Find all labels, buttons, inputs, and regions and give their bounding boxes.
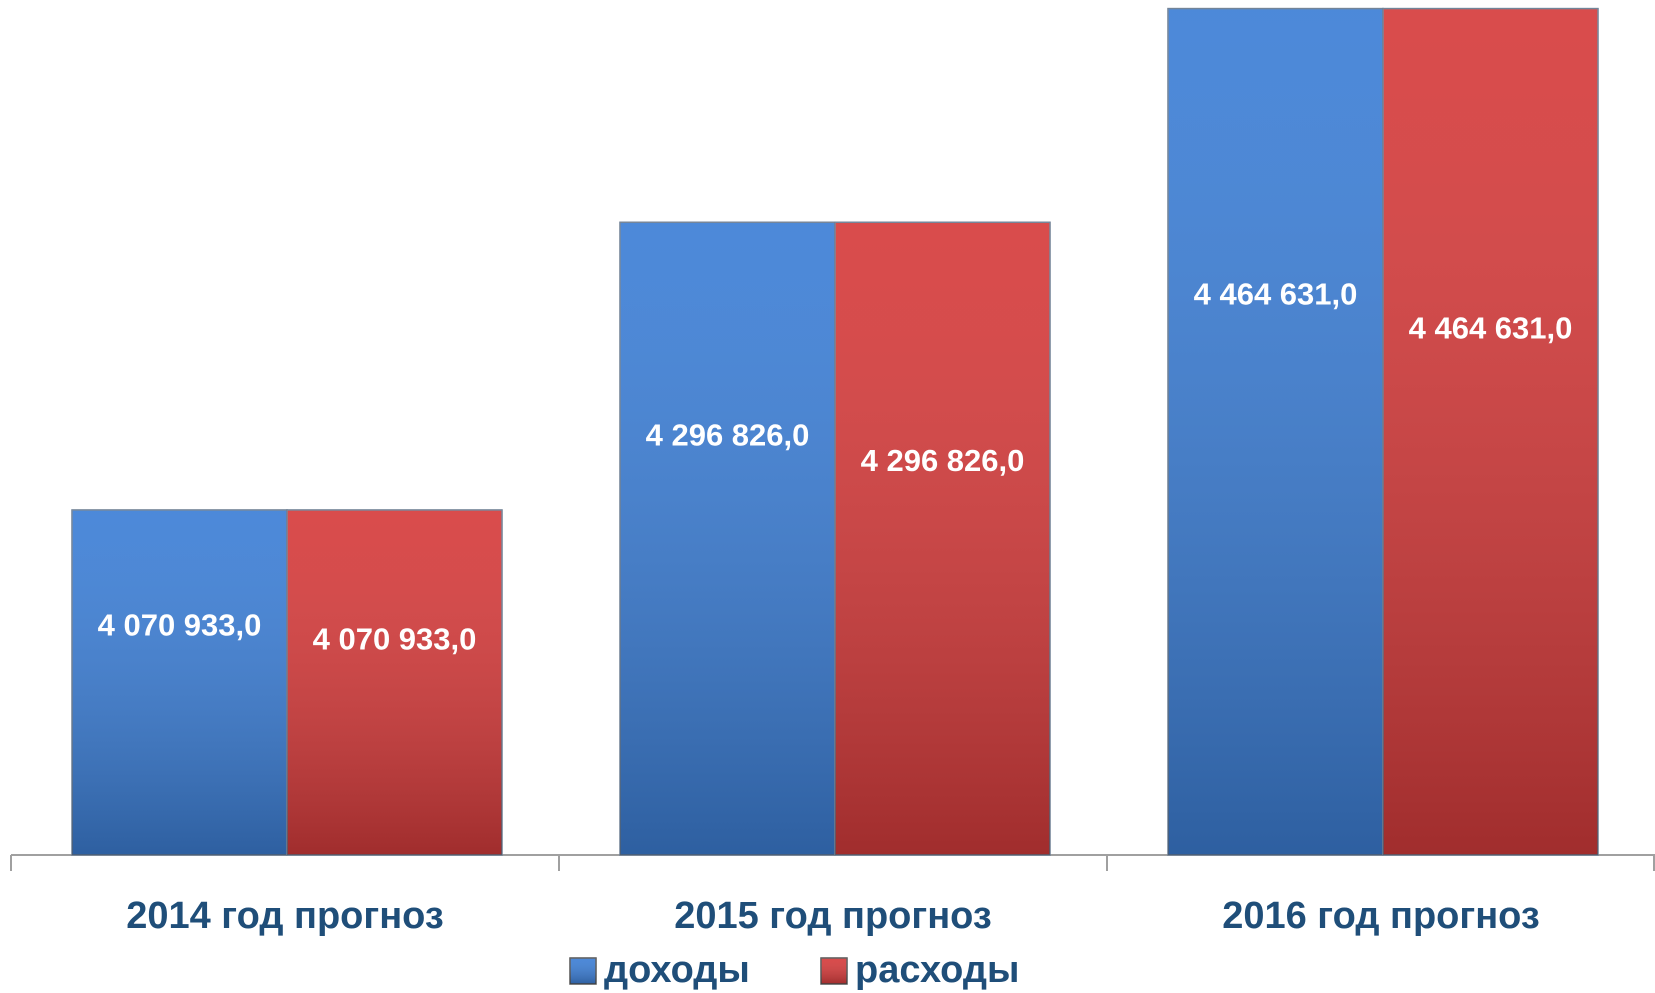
bar-shade [287, 509, 502, 855]
legend-swatch-shade [570, 958, 596, 984]
bar-shade [72, 509, 287, 855]
legend-label: доходы [604, 949, 750, 991]
data-label: 4 464 631,0 [1194, 277, 1358, 312]
bar-shade [835, 222, 1050, 856]
data-label: 4 296 826,0 [861, 443, 1025, 478]
data-label: 4 070 933,0 [98, 607, 262, 642]
bar-shade [1168, 8, 1383, 855]
bar-shade [1383, 8, 1598, 855]
legend-label: расходы [855, 949, 1019, 991]
data-label: 4 464 631,0 [1409, 310, 1573, 345]
x-tick-label: 2015 год прогноз [674, 895, 992, 937]
data-label: 4 296 826,0 [646, 418, 810, 453]
legend-swatch-shade [821, 958, 847, 984]
x-tick-label: 2016 год прогноз [1222, 895, 1540, 937]
x-tick-label: 2014 год прогноз [126, 895, 444, 937]
data-label: 4 070 933,0 [313, 621, 477, 656]
bar-shade [620, 222, 835, 856]
